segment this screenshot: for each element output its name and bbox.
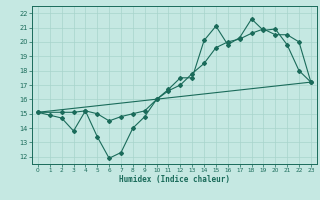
X-axis label: Humidex (Indice chaleur): Humidex (Indice chaleur): [119, 175, 230, 184]
